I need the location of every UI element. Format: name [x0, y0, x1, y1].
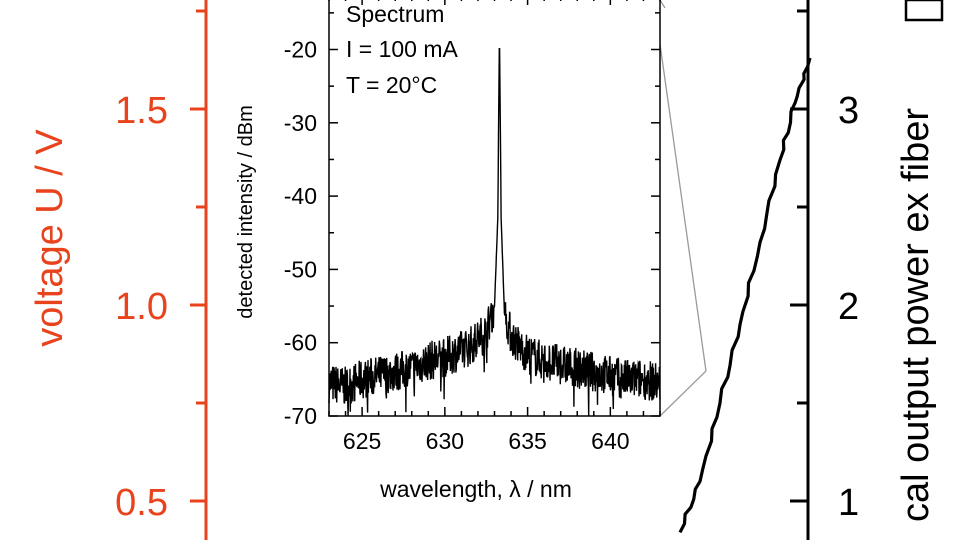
left-axis-tick-label: 1.5	[115, 90, 168, 132]
right-axis-tick-labels: 3 2 1	[838, 90, 859, 524]
zoom-line-top	[659, 43, 707, 372]
zoom-line-bottom	[659, 370, 707, 417]
inset-y-tick-label: -30	[284, 110, 317, 136]
left-axis-tick-labels: 1.5 1.0 0.5	[115, 90, 168, 524]
inset-y-tick-label: -50	[284, 256, 317, 282]
inset-x-tick-label: 640	[591, 428, 629, 454]
inset-y-axis-label: detected intensity / dBm	[235, 105, 257, 318]
inset-y-tick-labels: -20 -30 -40 -50 -60 -70	[284, 37, 317, 430]
left-axis-tick-label: 1.0	[115, 286, 168, 328]
inset-x-tick-label: 630	[426, 428, 464, 454]
inset-y-tick-label: -20	[284, 37, 317, 63]
inset-x-tick-label: 625	[343, 428, 381, 454]
inset-annotation-line-2: I = 100 mA	[346, 36, 459, 62]
inset-y-tick-label: -60	[284, 330, 317, 356]
inset-series-group	[328, 48, 661, 417]
right-axis-tick-label: 2	[838, 286, 859, 328]
main-series-group	[678, 57, 812, 534]
inset-y-tick-label: -40	[284, 183, 317, 209]
inset-y-tick-label: -70	[284, 403, 317, 429]
inset-annotation-line-1: Spectrum	[346, 1, 444, 27]
right-axis-tick-label: 1	[838, 482, 859, 524]
right-axis-ticks	[790, 9, 808, 503]
right-axis-label: cal output power ex fiber	[895, 108, 937, 522]
inset-plot-frame	[328, 0, 661, 417]
zoom-line-right-top	[659, 0, 666, 9]
inset-spectrum-plot: -20 -30 -40 -50 -60 -70 625 630 635 640 Spectrum…	[235, 0, 661, 502]
left-axis-tick-label: 0.5	[115, 482, 168, 524]
power-curve	[678, 57, 812, 534]
left-axis-label: voltage U / V	[29, 129, 71, 347]
inset-x-tick-labels: 625 630 635 640	[343, 428, 630, 454]
inset-x-axis-label: wavelength, λ / nm	[379, 476, 572, 502]
inset-annotation-line-3: T = 20°C	[346, 72, 437, 98]
spectrum-trace	[328, 48, 661, 417]
right-axis-tick-label: 3	[838, 90, 859, 132]
inset-x-tick-label: 635	[508, 428, 546, 454]
left-axis-ticks	[190, 9, 206, 503]
right-axis-label-box	[904, 0, 944, 22]
